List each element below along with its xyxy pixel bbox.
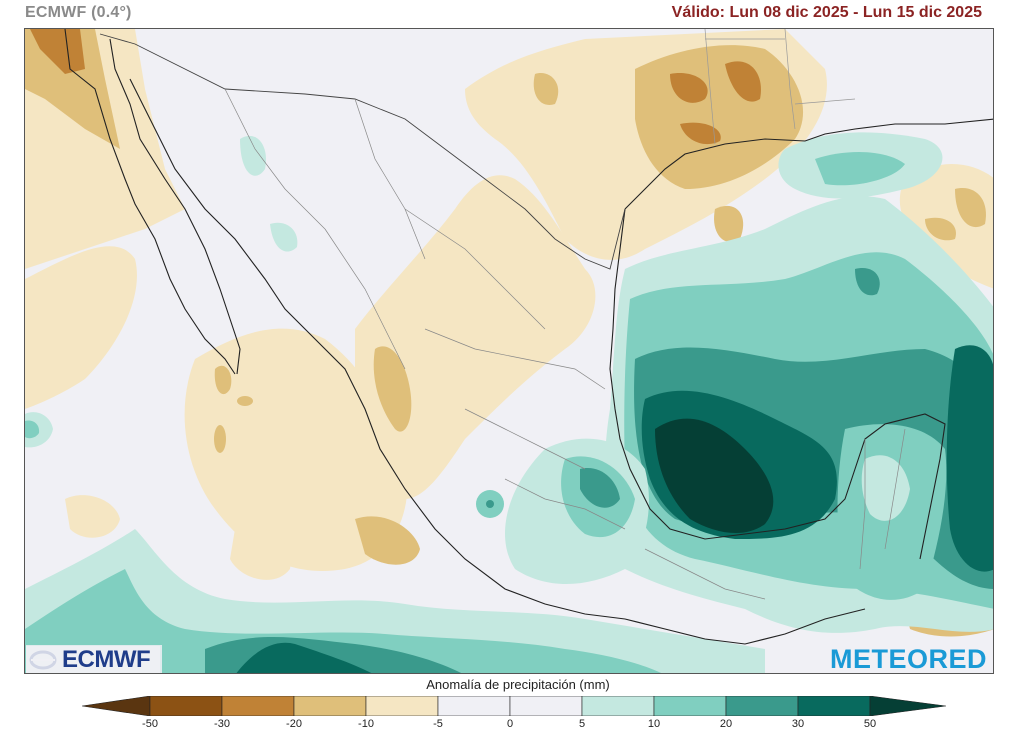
colorbar-tick: -30 (214, 718, 230, 730)
colorbar-min-arrow (82, 696, 151, 716)
colorbar-tick: 5 (578, 718, 586, 730)
ecmwf-logo: ECMWF (26, 645, 162, 673)
colorbar-tick: -20 (286, 718, 302, 730)
us-state-borders-layer (704, 29, 856, 145)
colorbar-tick: 10 (647, 718, 661, 730)
colorbar-title: Anomalía de precipitación (mm) (426, 677, 610, 692)
colorbar-tick: -5 (433, 718, 443, 730)
state-borders-layer (224, 88, 906, 600)
colorbar-tick: 50 (863, 718, 877, 730)
colorbar (82, 696, 946, 716)
colorbar-tick: -50 (142, 718, 158, 730)
colorbar-max-arrow (869, 696, 946, 716)
wet-anomaly-layer (25, 132, 993, 673)
colorbar-tick: 0 (506, 718, 514, 730)
model-label: ECMWF (0.4°) (25, 4, 132, 21)
meteored-logo-text: METEORED (829, 643, 987, 674)
colorbar-tick: 20 (719, 718, 733, 730)
meteored-logo: METEORED (825, 643, 991, 674)
valid-date-range: Válido: Lun 08 dic 2025 - Lun 15 dic 202… (671, 4, 982, 21)
colorbar-ticks: -50 -30 -20 -10 -5 0 5 10 20 30 50 (0, 718, 1024, 734)
colorbar-tick: 30 (791, 718, 805, 730)
map-canvas (25, 29, 993, 673)
colorbar-tick: -10 (358, 718, 374, 730)
ecmwf-logo-text: ECMWF (62, 646, 151, 673)
precipitation-anomaly-map: ECMWF METEORED (24, 28, 994, 674)
